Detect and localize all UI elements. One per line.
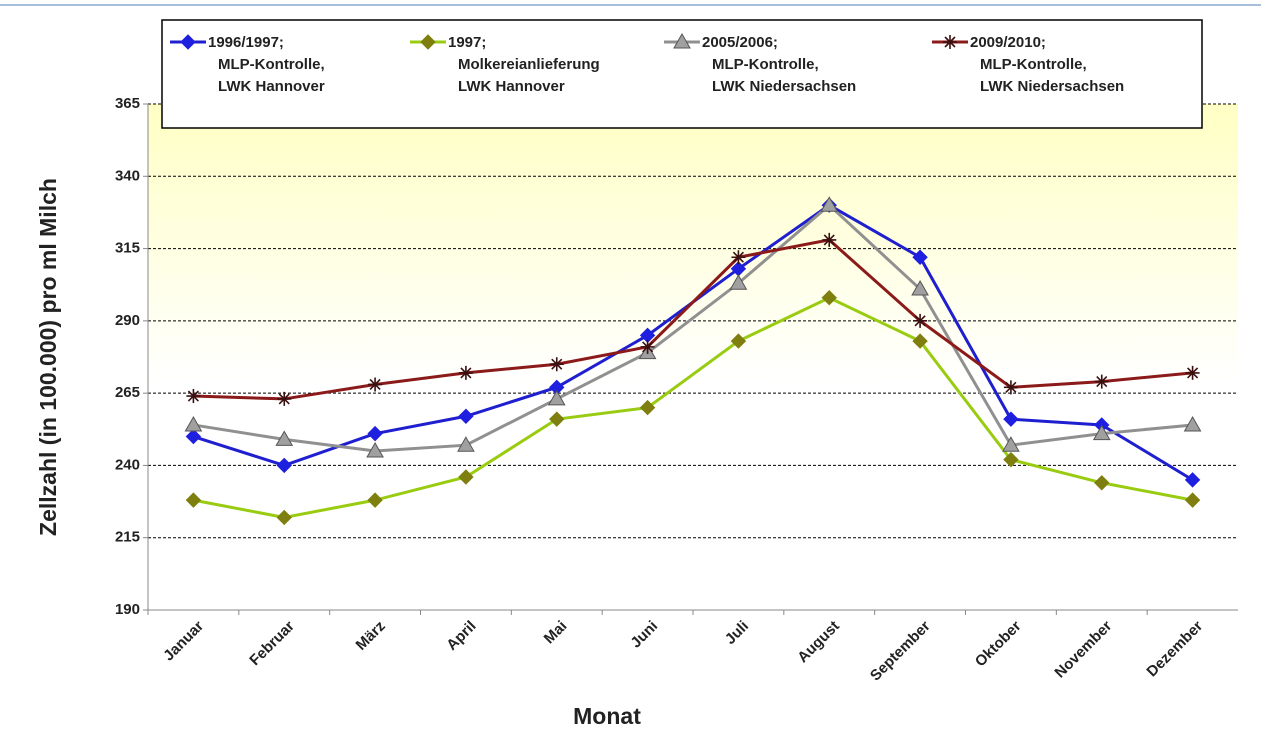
point [458, 469, 474, 485]
x-tick-label: März [353, 618, 389, 654]
point [549, 411, 565, 427]
point [366, 441, 384, 458]
point [368, 377, 383, 392]
point [943, 35, 957, 49]
plot-area [148, 104, 1238, 610]
x-tick-label: Oktober [972, 618, 1025, 671]
point [457, 436, 475, 452]
point [912, 249, 928, 265]
point [911, 280, 929, 296]
point [1003, 451, 1019, 468]
point [1185, 365, 1200, 380]
point [731, 250, 746, 265]
point [1184, 492, 1201, 508]
series-line [193, 238, 1193, 401]
point [1003, 411, 1019, 427]
point [547, 389, 566, 406]
point [277, 391, 292, 406]
point [276, 509, 292, 526]
point [820, 196, 839, 212]
x-tick-label: Mai [541, 618, 571, 648]
x-tick-label: Dezember [1143, 618, 1206, 681]
point [420, 34, 436, 50]
point [458, 408, 474, 424]
point [184, 415, 203, 432]
point [912, 333, 928, 349]
point [180, 34, 196, 50]
legend-label: 2009/2010; MLP-Kontrolle, LWK Niedersachse… [970, 34, 1124, 95]
point [640, 339, 655, 354]
y-tick-label: 290 [115, 312, 140, 329]
series-line [193, 296, 1193, 520]
point [1094, 475, 1110, 491]
x-tick-label: Juni [627, 618, 661, 652]
point [186, 389, 201, 404]
point [1184, 472, 1201, 488]
point [639, 399, 656, 416]
point [729, 274, 748, 290]
x-tick-label: Februar [246, 618, 298, 670]
point [185, 492, 202, 508]
y-axis-label: Zellzahl (in 100.000) pro ml Milch [35, 178, 61, 536]
x-axis-label: Monat [573, 703, 641, 729]
point [185, 428, 202, 445]
x-tick-label: September [867, 618, 934, 685]
point [367, 425, 383, 442]
point [275, 430, 294, 446]
point [913, 313, 928, 328]
y-tick-label: 315 [115, 240, 140, 257]
x-tick-label: November [1051, 617, 1115, 681]
y-tick-label: 190 [115, 601, 140, 618]
point [1092, 424, 1111, 441]
point [821, 290, 837, 306]
point [822, 232, 837, 247]
point [549, 357, 564, 372]
point [1002, 436, 1020, 452]
legend-label: 2005/2006; MLP-Kontrolle, LWK Niedersachse… [702, 34, 856, 95]
y-tick-label: 240 [115, 456, 140, 473]
x-tick-label: August [794, 618, 843, 667]
point [1003, 380, 1018, 395]
point [1183, 415, 1202, 432]
point [673, 32, 691, 49]
x-tick-label: April [443, 618, 479, 654]
point [458, 365, 473, 380]
x-tick-label: Juli [722, 618, 752, 648]
y-tick-label: 215 [115, 529, 140, 546]
y-tick-label: 365 [115, 95, 140, 112]
point [730, 333, 747, 349]
point [367, 492, 383, 508]
series-line [193, 203, 1193, 453]
point [1094, 374, 1109, 389]
y-tick-label: 265 [115, 384, 140, 401]
point [276, 457, 292, 474]
x-tick-label: Januar [160, 618, 207, 665]
legend-label: 1996/1997; MLP-Kontrolle, LWK Hannover [208, 34, 325, 95]
y-tick-label: 340 [115, 167, 140, 184]
legend-label: 1997; Molkereianlieferung LWK Hannover [448, 34, 600, 95]
